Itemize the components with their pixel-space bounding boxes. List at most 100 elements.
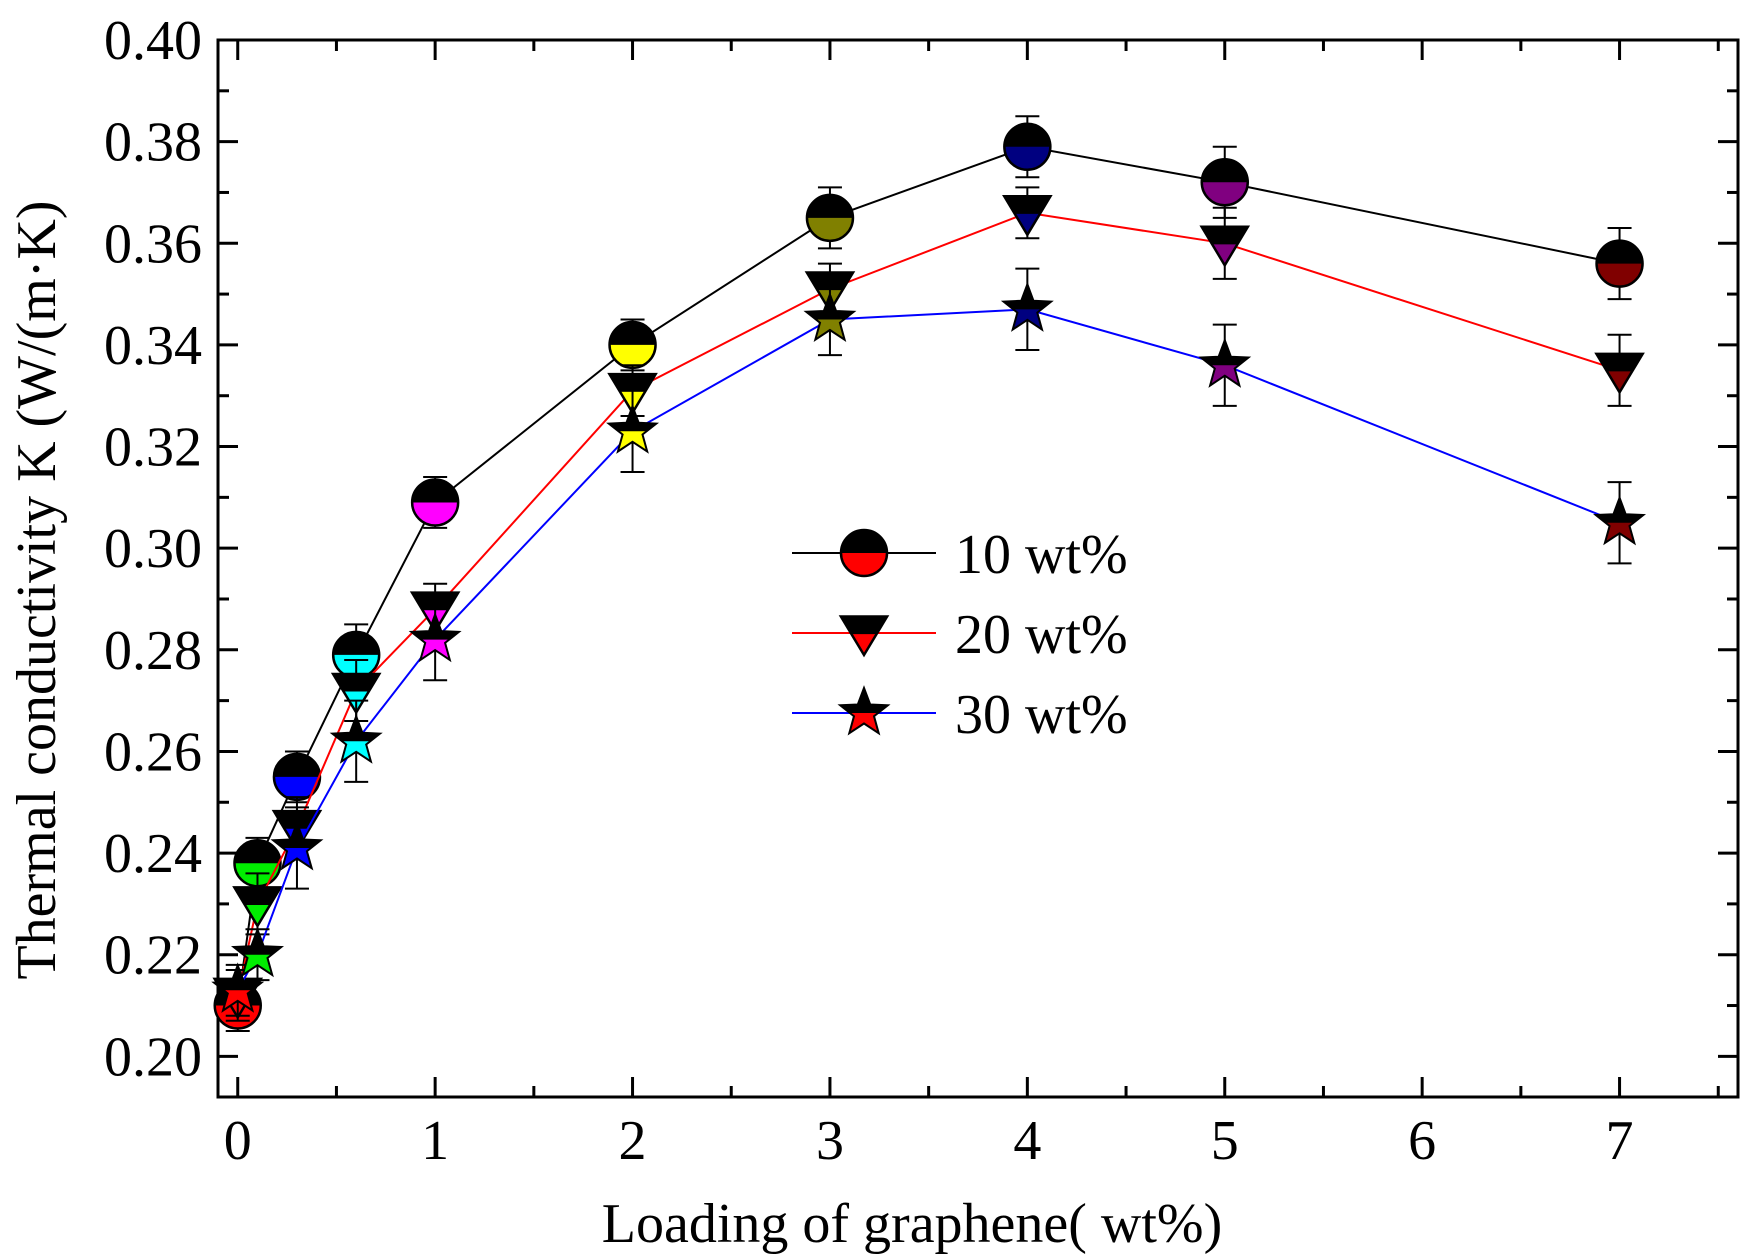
marker-outline: [410, 478, 460, 527]
legend-marker: [839, 528, 889, 578]
x-tick-label: 0: [224, 1110, 252, 1172]
legend-entry: 10 wt%: [792, 524, 1128, 586]
marker-top-fill: [609, 321, 656, 345]
y-tick-label: 0.26: [104, 721, 202, 783]
marker-top-fill: [840, 616, 888, 635]
data-point: [230, 926, 285, 978]
y-tick-label: 0.36: [104, 213, 202, 275]
data-point: [232, 886, 283, 929]
marker-outline: [839, 528, 889, 578]
marker-outline: [1000, 281, 1054, 332]
marker-top-fill: [1595, 497, 1644, 523]
x-tick-label: 6: [1408, 1110, 1436, 1172]
y-axis-title: Thermal conductivity K (W/(m·K): [6, 200, 68, 979]
marker-top-fill: [333, 631, 380, 655]
plot-frame: [216, 38, 1740, 1099]
data-point: [410, 478, 460, 527]
series-line: [236, 145, 1620, 1006]
data-point: [606, 403, 660, 454]
marker-outline: [606, 403, 660, 454]
marker-outline: [270, 820, 324, 871]
marker-top-fill: [332, 716, 380, 742]
marker-top-fill: [234, 840, 281, 864]
data-point: [233, 838, 282, 888]
data-point: [805, 193, 855, 243]
marker-outline: [837, 685, 891, 736]
data-point: [211, 962, 265, 1013]
data-point: [1595, 239, 1644, 288]
data-point: [330, 672, 382, 715]
legend-label: 30 wt%: [955, 684, 1128, 746]
marker-top-fill: [1201, 226, 1248, 245]
series-circle: [213, 115, 1644, 1032]
marker-top-fill: [1201, 340, 1249, 366]
x-axis-title: Loading of graphene( wt%): [602, 1193, 1222, 1255]
data-point: [270, 820, 324, 871]
legend: 10 wt% 20 wt% 30 wt%: [792, 524, 1128, 746]
marker-top-fill: [806, 272, 854, 291]
data-point: [331, 630, 381, 680]
legend-marker: [837, 685, 891, 736]
marker-outline: [1198, 337, 1252, 388]
series-line: [236, 308, 1620, 991]
legend-label: 20 wt%: [955, 604, 1128, 666]
x-tick-label: 1: [421, 1110, 449, 1172]
data-point: [1003, 122, 1052, 171]
x-tick-label: 4: [1013, 1110, 1041, 1172]
marker-outline: [1003, 122, 1052, 171]
data-point: [329, 713, 383, 764]
series-triangle-down: [212, 186, 1645, 1022]
y-tick-label: 0.32: [104, 417, 202, 479]
marker-top-fill: [1004, 196, 1051, 214]
x-tick-label: 5: [1211, 1110, 1239, 1172]
marker-top-fill: [609, 374, 656, 392]
marker-top-fill: [841, 530, 887, 553]
marker-outline: [230, 926, 285, 978]
marker-top-fill: [273, 823, 321, 848]
y-tick-label: 0.22: [104, 925, 202, 987]
y-tick-label: 0.30: [104, 518, 202, 580]
marker-top-fill: [1596, 353, 1643, 372]
y-tick-label: 0.34: [104, 315, 202, 377]
series-line: [236, 211, 1620, 996]
marker-top-fill: [214, 965, 262, 991]
marker-outline: [1595, 239, 1644, 288]
marker-top-fill: [1004, 123, 1051, 147]
y-tick-label: 0.20: [104, 1026, 202, 1088]
marker-top-fill: [411, 614, 459, 640]
data-point: [1002, 195, 1053, 238]
legend-entry: 30 wt%: [792, 684, 1128, 746]
marker-top-fill: [234, 887, 281, 905]
y-tick-label: 0.40: [104, 10, 202, 72]
data-series: [211, 115, 1647, 1032]
marker-top-fill: [412, 479, 459, 503]
marker-top-fill: [273, 753, 320, 777]
data-point: [1593, 494, 1647, 546]
y-tick-label: 0.28: [104, 620, 202, 682]
data-point: [803, 291, 857, 343]
marker-outline: [805, 193, 855, 243]
marker-outline: [211, 962, 265, 1013]
marker-top-fill: [840, 688, 888, 713]
marker-top-fill: [233, 929, 282, 955]
y-tick-label: 0.24: [104, 823, 202, 885]
legend-marker: [838, 615, 890, 658]
data-point: [1594, 352, 1645, 395]
marker-outline: [803, 291, 857, 343]
marker-outline: [329, 713, 383, 764]
data-point: [608, 320, 657, 370]
marker-outline: [408, 611, 462, 663]
marker-top-fill: [1003, 284, 1052, 310]
data-point: [408, 611, 462, 663]
data-point: [1198, 337, 1252, 388]
data-point: [1000, 281, 1054, 332]
marker-top-fill: [333, 673, 380, 692]
x-tick-label: 3: [816, 1110, 844, 1172]
legend-label: 10 wt%: [955, 524, 1128, 586]
marker-outline: [1593, 494, 1647, 546]
marker-top-fill: [1596, 240, 1643, 264]
axes: 0 1 2 3 4 5 6 7 0.20 0.22 0.24 0.26 0.28 0.30 0.32 0.34…: [104, 10, 1738, 1172]
x-tick-label: 7: [1606, 1110, 1634, 1172]
y-tick-label: 0.38: [104, 112, 202, 174]
